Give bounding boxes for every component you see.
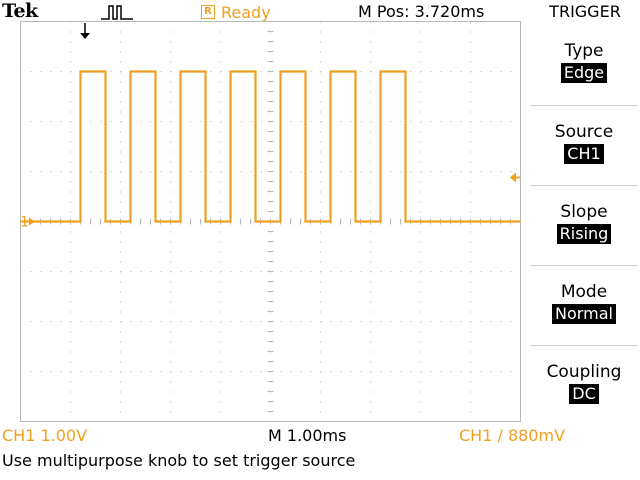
channel-marker-label: 1 (20, 215, 29, 231)
menu-item-coupling[interactable]: Coupling DC (530, 345, 638, 425)
menu-item-type[interactable]: Type Edge (530, 25, 638, 105)
timebase-readout: M 1.00ms (268, 426, 347, 445)
menu-title: TRIGGER (549, 2, 621, 21)
menu-item-label: Source (554, 122, 614, 142)
menu-item-value: Normal (552, 304, 616, 324)
menu-item-slope[interactable]: Slope Rising (530, 185, 638, 265)
trigger-level-arrow-icon (510, 172, 516, 183)
trigger-position-arrow-head (80, 33, 90, 39)
trigger-readout: CH1 ∕ 880mV (459, 426, 566, 445)
status-text: Ready (221, 2, 271, 22)
menu-item-value: Edge (560, 63, 608, 83)
waveform-trace (20, 70, 521, 223)
menu-item-value: Rising (556, 224, 612, 244)
menu-item-mode[interactable]: Mode Normal (530, 265, 638, 345)
menu-item-source[interactable]: Source CH1 (530, 105, 638, 185)
menu-item-label: Coupling (546, 362, 622, 382)
channel-scale-readout: CH1 1.00V (2, 426, 88, 445)
trigger-menu: Type Edge Source CH1 Slope Rising Mode N… (530, 25, 638, 428)
square-pulse-icon (101, 5, 133, 20)
brand-logo: Tek (2, 0, 38, 22)
waveform-display: 1 (20, 21, 521, 422)
menu-item-value: CH1 (564, 144, 604, 164)
run-status-icon: R (201, 5, 215, 19)
help-message: Use multipurpose knob to set trigger sou… (2, 451, 356, 470)
channel-ground-arrow-icon (29, 217, 35, 226)
menu-item-label: Mode (560, 282, 608, 302)
menu-item-label: Slope (560, 202, 608, 222)
acquisition-status: R Ready (201, 2, 271, 22)
horizontal-position: M Pos: 3.720ms (358, 2, 485, 21)
menu-item-value: DC (569, 384, 599, 404)
menu-item-label: Type (564, 41, 604, 61)
